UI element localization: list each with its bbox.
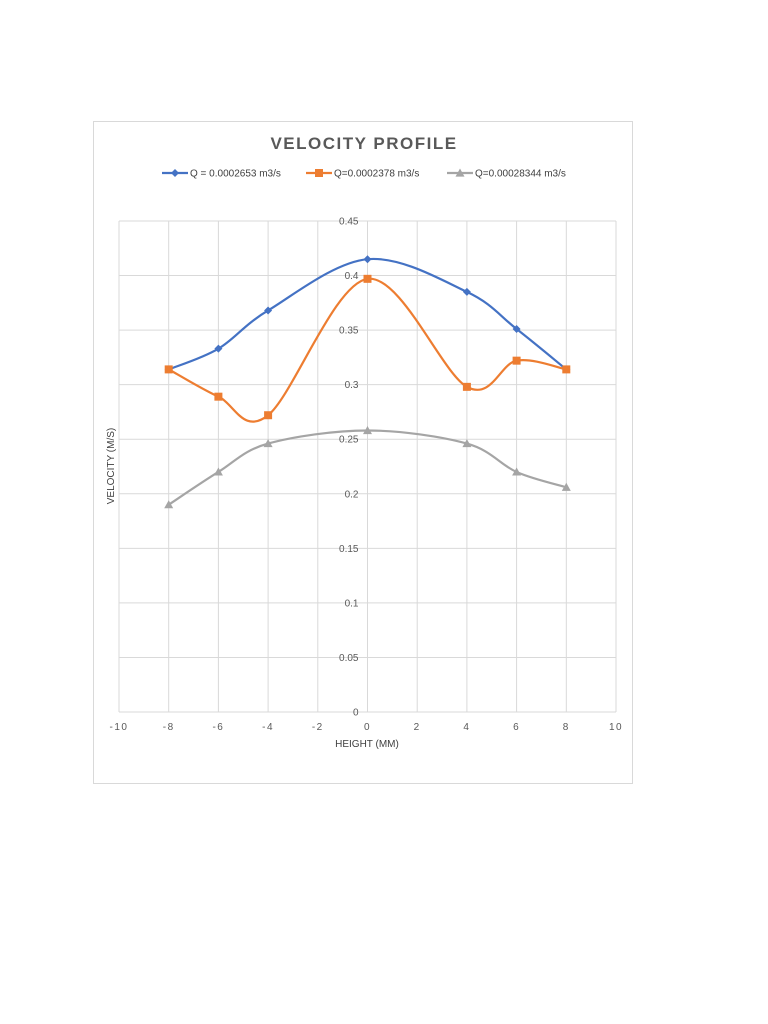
data-point-series-3 [263,439,273,448]
legend-label-2: Q=0.0002378 m3/s [334,169,419,180]
series-markers [164,255,571,509]
legend-marker-2 [315,169,323,177]
legend-label-3: Q=0.00028344 m3/s [475,169,566,180]
data-point-series-3 [561,482,571,491]
data-point-series-1 [214,344,223,353]
data-point-series-2 [264,411,273,420]
y-tick-label: 0.3 [345,380,359,391]
legend-label-1: Q = 0.0002653 m3/s [190,169,281,180]
data-point-series-2 [214,392,223,401]
data-point-series-3 [213,467,223,476]
data-point-series-1 [512,325,521,334]
legend-marker-1 [171,169,179,177]
x-tick-label: -4 [262,722,274,733]
data-point-series-1 [264,306,273,315]
y-tick-label: 0.35 [339,326,359,337]
tick-labels: 0 0.05 0.1 0.15 0.2 0.25 0.3 0.35 0.4 0.45 -10 -8 -6… [110,217,623,734]
x-axis-title: HEIGHT (MM) [335,739,399,750]
x-tick-label: 6 [513,722,520,733]
data-point-series-1 [363,255,372,264]
velocity-profile-chart: VELOCITY PROFILE 00.050.10.150.20.250.30… [106,134,623,750]
data-point-series-2 [462,382,471,391]
data-point-series-2 [512,356,521,365]
data-point-series-2 [562,365,571,374]
data-point-series-3 [164,500,174,509]
y-tick-label: 0.45 [339,217,359,228]
y-axis-title: VELOCITY (M/S) [106,428,117,505]
x-tick-label: -6 [212,722,224,733]
x-tick-label: 10 [609,722,623,733]
y-tick-label: 0.15 [339,544,359,555]
chart-title: VELOCITY PROFILE [270,134,457,153]
x-tick-label: -2 [312,722,324,733]
legend-marker-3 [455,168,465,177]
data-point-series-2 [164,365,173,374]
data-point-series-1 [462,287,471,296]
legend: Q = 0.0002653 m3/s Q=0.0002378 m3/s Q=0.00… [162,168,566,180]
grid [118,220,617,713]
y-tick-label: 0.4 [345,271,359,282]
y-tick-label: 0.25 [339,435,359,446]
chart-frame: VELOCITY PROFILE 0 0.05 0.1 0.15 0.2 0.25 0.3 0… [93,121,633,784]
x-tick-label: -8 [163,722,175,733]
data-point-series-3 [462,439,472,448]
x-tick-label: 8 [563,722,570,733]
y-tick-label: 0 [353,708,359,719]
data-point-series-2 [363,274,372,283]
x-tick-label: 2 [414,722,421,733]
x-tick-label: -10 [110,722,129,733]
x-tick-label: 4 [463,722,470,733]
y-tick-label: 0.2 [345,489,359,500]
y-tick-label: 0.05 [339,653,359,664]
data-point-series-3 [512,467,522,476]
x-tick-label: 0 [364,722,371,733]
y-tick-label: 0.1 [345,598,359,609]
data-point-series-3 [363,425,372,435]
